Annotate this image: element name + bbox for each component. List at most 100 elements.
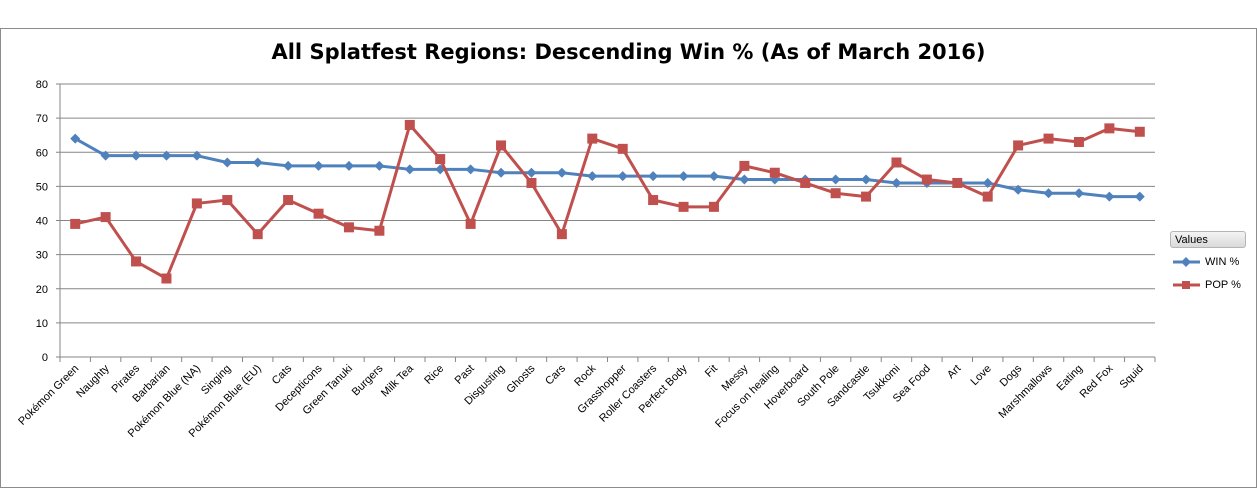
x-tick-label: Cats [270,362,295,387]
data-point-pop [70,218,81,229]
data-point-win [222,157,233,168]
data-point-pop [191,198,202,209]
gridlines [56,83,1156,362]
data-point-win [404,164,415,175]
data-point-win [1013,184,1024,195]
data-point-pop [800,177,811,188]
data-point-win [587,171,598,182]
x-tick-label: Dogs [998,362,1025,389]
legend-label: WIN % [1205,256,1240,268]
data-point-pop [496,140,507,151]
y-axis-ticks: 0 10 20 30 40 50 60 70 80 [36,79,48,364]
data-point-win [526,167,537,178]
data-point-pop [739,160,750,171]
series-layer [70,119,1145,284]
x-tick-label: Ghosts [504,362,537,395]
data-point-win [131,150,142,161]
data-point-win [100,150,111,161]
data-point-pop [861,191,872,202]
data-point-win [465,164,476,175]
y-tick-label: 60 [36,147,48,159]
x-tick-label: Past [453,363,477,387]
data-point-pop [982,191,993,202]
legend-title: Values [1170,231,1246,248]
data-point-pop [952,177,963,188]
data-point-win [617,171,628,182]
data-point-pop [678,201,689,212]
chart-frame [0,28,1257,488]
y-tick-label: 0 [42,352,48,364]
data-point-pop [222,195,233,206]
data-point-pop [921,174,932,185]
series-line-pop [74,123,1140,281]
data-point-win [496,167,507,178]
data-point-win [1104,191,1115,202]
y-tick-label: 80 [36,79,48,91]
x-tick-label: Squid [1118,363,1146,391]
data-point-pop [343,222,354,233]
data-point-pop [830,188,841,199]
data-point-win [556,167,567,178]
data-point-win [343,160,354,171]
data-point-win [191,150,202,161]
data-point-pop [252,229,263,240]
data-point-pop [465,218,476,229]
data-point-pop [526,177,537,188]
x-tick-label: Marshmallows [996,362,1055,421]
x-tick-label: Naughty [74,362,112,400]
data-point-pop [435,154,446,165]
x-axis-ticks: Pokémon GreenNaughtyPiratesBarbarianPoké… [16,362,1146,440]
data-point-pop [161,273,172,284]
data-point-win [161,150,172,161]
data-point-pop [648,195,659,206]
data-point-win [982,177,993,188]
data-point-pop [1013,140,1024,151]
data-point-pop [404,119,415,130]
data-point-pop [556,229,567,240]
data-point-pop [131,256,142,267]
x-tick-label: Art [945,363,963,381]
chart-title: All Splatfest Regions: Descending Win % … [271,40,986,64]
x-tick-label: Love [968,363,993,388]
data-point-win [283,160,294,171]
data-point-win [1134,191,1145,202]
data-point-win [1043,188,1054,199]
x-tick-label: Fit [703,363,720,380]
legend-swatch [1173,281,1200,289]
data-point-win [830,174,841,185]
y-tick-label: 30 [36,250,48,262]
x-tick-label: Milk Tea [379,362,416,399]
data-point-pop [1043,133,1054,144]
data-point-pop [283,195,294,206]
x-tick-label: Rock [572,362,599,389]
y-tick-label: 40 [36,216,48,228]
data-point-win [648,171,659,182]
x-tick-label: Pokémon Green [16,363,81,428]
y-tick-label: 50 [36,181,48,193]
data-point-pop [1104,123,1115,134]
y-tick-label: 10 [36,318,48,330]
legend-swatch [1173,257,1200,267]
data-point-win [739,174,750,185]
data-point-win [861,174,872,185]
data-point-win [891,177,902,188]
data-point-win [70,133,81,144]
data-point-pop [1134,126,1145,137]
data-point-win [374,160,385,171]
data-point-pop [617,143,628,154]
y-tick-label: 20 [36,284,48,296]
y-tick-label: 70 [36,113,48,125]
data-point-pop [313,208,324,219]
data-point-win [313,160,324,171]
data-point-pop [891,157,902,168]
x-tick-label: Red Fox [1078,362,1116,400]
data-point-pop [100,212,111,223]
x-tick-label: Rice [422,363,446,387]
data-point-pop [1073,137,1084,148]
data-point-pop [374,225,385,236]
series-line-win [74,137,1140,199]
legend-marker [1182,281,1190,289]
data-point-win [708,171,719,182]
legend-label: POP % [1205,279,1241,291]
